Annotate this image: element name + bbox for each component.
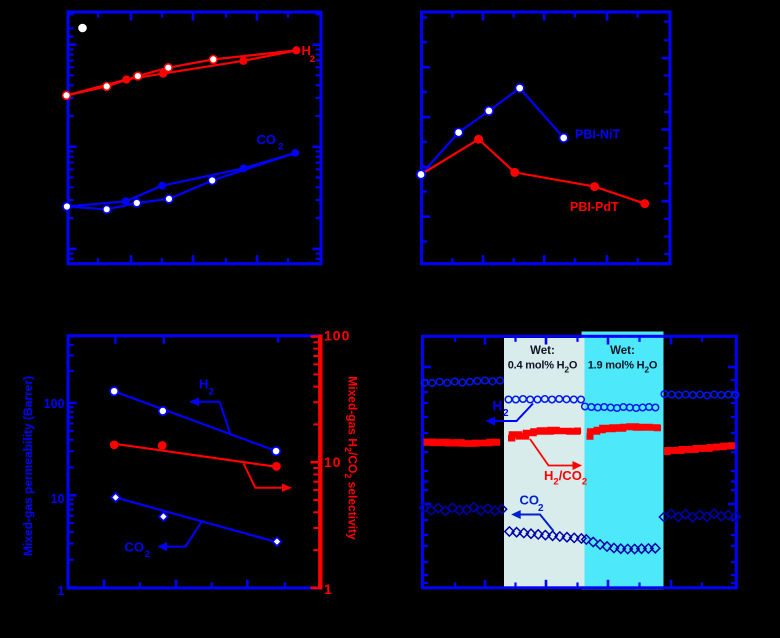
svg-text:100: 100 xyxy=(324,328,350,344)
svg-text:H: H xyxy=(199,377,208,392)
svg-text:2: 2 xyxy=(209,387,214,398)
svg-text:1: 1 xyxy=(324,581,332,597)
svg-text:2: 2 xyxy=(278,142,283,153)
svg-text:PBI-PdT: PBI-PdT xyxy=(570,200,619,214)
svg-text:H: H xyxy=(302,43,311,58)
svg-text:Mixed-gas permeability (Barrer: Mixed-gas permeability (Barrer) xyxy=(21,376,35,556)
svg-text:H2/CO2: H2/CO2 xyxy=(544,468,587,488)
svg-text:0.4 mol% H2O: 0.4 mol% H2O xyxy=(508,360,578,375)
svg-text:1: 1 xyxy=(58,584,65,598)
svg-text:1.9 mol% H2O: 1.9 mol% H2O xyxy=(588,360,658,375)
svg-text:2: 2 xyxy=(310,54,315,65)
svg-text:Wet:: Wet: xyxy=(610,345,635,357)
svg-text:Mixed-gas H2/CO2 selectivity: Mixed-gas H2/CO2 selectivity xyxy=(343,376,360,540)
svg-text:H: H xyxy=(493,399,503,414)
svg-text:10: 10 xyxy=(51,492,65,506)
svg-text:100: 100 xyxy=(44,397,65,411)
svg-text:CO: CO xyxy=(125,540,145,555)
svg-text:Wet:: Wet: xyxy=(530,345,555,357)
svg-text:2: 2 xyxy=(503,408,509,419)
svg-text:CO: CO xyxy=(520,493,540,508)
svg-text:CO: CO xyxy=(257,132,277,147)
svg-text:PBI-NiT: PBI-NiT xyxy=(575,128,621,142)
svg-text:2: 2 xyxy=(145,549,150,560)
svg-text:10: 10 xyxy=(324,454,342,470)
svg-text:2: 2 xyxy=(538,503,544,514)
